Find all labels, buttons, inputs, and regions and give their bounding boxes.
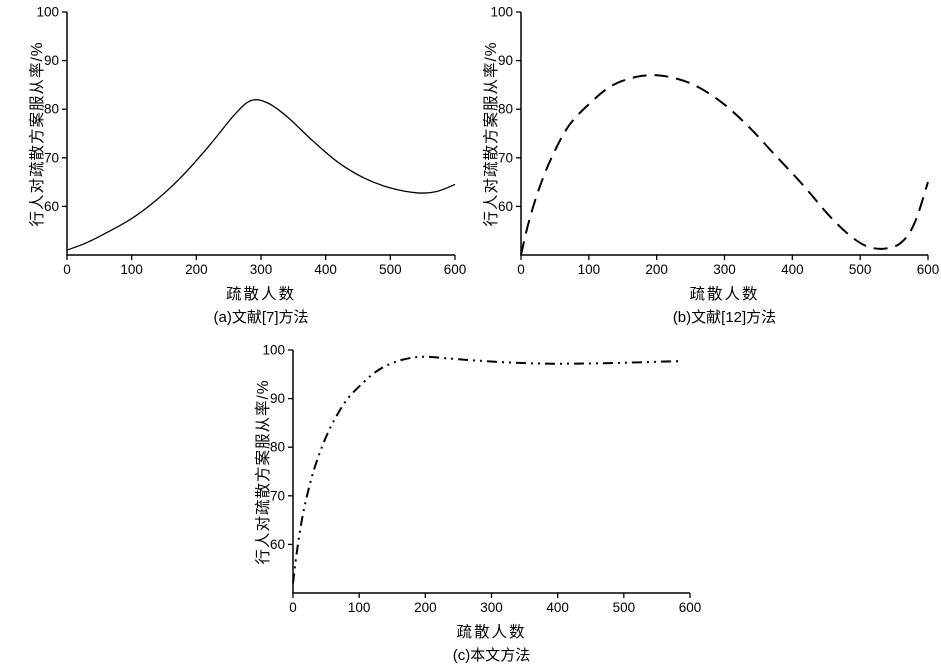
svg-text:90: 90	[270, 391, 285, 406]
svg-text:500: 500	[849, 262, 872, 277]
svg-text:200: 200	[645, 262, 668, 277]
svg-text:60: 60	[270, 537, 285, 552]
svg-text:500: 500	[613, 600, 636, 615]
svg-text:100: 100	[120, 262, 143, 277]
svg-text:70: 70	[44, 150, 59, 165]
chart-c: 行人对疏散方案服从率/% 0 100 200 300 400 500 600 60 70 80 90…	[230, 338, 710, 665]
svg-text:300: 300	[713, 262, 736, 277]
svg-text:300: 300	[250, 262, 273, 277]
svg-text:100: 100	[262, 343, 285, 358]
chart-b: 行人对疏散方案服从率/% 0 100 200 300 400 500 600 60 70 80 90…	[468, 0, 941, 335]
x-axis-label-c: 疏散人数	[456, 624, 527, 641]
svg-text:0: 0	[517, 262, 525, 277]
svg-text:90: 90	[498, 53, 513, 68]
svg-text:100: 100	[490, 5, 513, 20]
caption-c: (c)本文方法	[452, 647, 531, 664]
x-axis-label-a: 疏散人数	[225, 286, 296, 303]
svg-text:400: 400	[314, 262, 337, 277]
svg-text:0: 0	[289, 600, 297, 615]
svg-text:300: 300	[480, 600, 503, 615]
caption-a: (a)文献[7]方法	[213, 309, 309, 326]
plot-area-c: 0 100 200 300 400 500 600 60 70 80 90 100	[262, 343, 702, 616]
svg-text:600: 600	[917, 262, 940, 277]
svg-text:80: 80	[498, 102, 513, 117]
svg-text:400: 400	[546, 600, 569, 615]
svg-text:70: 70	[498, 150, 513, 165]
svg-text:90: 90	[44, 53, 59, 68]
x-axis-label-b: 疏散人数	[689, 286, 760, 303]
svg-text:100: 100	[578, 262, 601, 277]
svg-text:60: 60	[498, 199, 513, 214]
svg-text:200: 200	[414, 600, 437, 615]
svg-text:70: 70	[270, 488, 285, 503]
svg-text:100: 100	[348, 600, 371, 615]
svg-text:60: 60	[44, 199, 59, 214]
svg-text:400: 400	[781, 262, 804, 277]
svg-text:80: 80	[44, 102, 59, 117]
svg-text:600: 600	[679, 600, 702, 615]
caption-b: (b)文献[12]方法	[672, 309, 777, 326]
plot-area-b: 0 100 200 300 400 500 600 60 70 80 90 100	[490, 5, 940, 278]
svg-text:200: 200	[185, 262, 208, 277]
plot-area-a: 0 100 200 300 400 500 600 60 70 80 90 100	[36, 5, 467, 278]
chart-a: 行人对疏散方案服从率/% 0 100 200 300 400 500 600 60 70 80 90…	[0, 0, 475, 335]
svg-text:600: 600	[444, 262, 467, 277]
svg-text:80: 80	[270, 440, 285, 455]
svg-text:500: 500	[379, 262, 402, 277]
svg-text:0: 0	[63, 262, 71, 277]
svg-text:100: 100	[36, 5, 59, 20]
